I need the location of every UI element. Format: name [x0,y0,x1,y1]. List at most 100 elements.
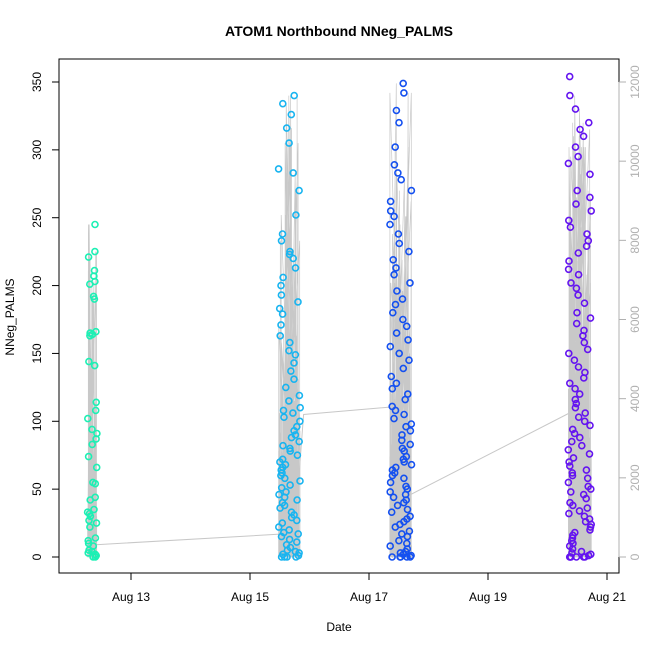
data-point [282,540,291,549]
data-point [583,345,592,354]
data-point [586,550,595,559]
data-point [290,91,299,100]
data-point [575,433,584,442]
data-point [579,132,588,141]
data-point [285,338,294,347]
data-point [565,257,573,265]
data-point [399,79,408,88]
data-point [386,342,395,351]
data-point [282,488,290,496]
data-point [275,304,284,313]
data-point [569,454,578,462]
data-point [92,398,100,407]
data-point [572,319,581,328]
data-point [88,440,96,449]
data-point [568,469,577,477]
data-point [85,516,93,525]
data-point [584,482,593,491]
data-point [92,519,101,527]
data-point [395,349,404,358]
data-point [405,247,413,256]
y-tick-label: 350 [30,72,44,92]
data-point [278,99,287,108]
y-tick-label: 200 [30,275,44,295]
data-point [291,350,300,359]
data-point [406,426,415,435]
data-point [277,237,286,245]
data-point [91,247,99,256]
data-point [291,264,300,272]
data-point [407,460,416,469]
data-point [566,223,575,231]
data-point [570,356,579,365]
data-point [577,547,586,556]
data-point [287,110,296,119]
data-point [281,383,290,392]
data-point [579,490,588,499]
plot-frame [58,58,620,574]
data-point [406,512,414,521]
data-point [91,406,100,415]
y-tick-label: 150 [30,343,44,363]
data-point [285,397,293,405]
data-point [91,220,99,229]
data-point [391,143,400,151]
data-point [279,550,287,559]
data-point [394,230,403,238]
data-point [386,197,395,206]
y-tick-label: 100 [30,411,44,431]
data-point [586,193,594,202]
data-point [400,474,408,483]
data-point [581,368,589,377]
data-point [574,152,582,161]
data-point [398,295,407,303]
data-point [399,364,408,373]
data-point [406,279,414,287]
data-point [403,390,412,398]
data-point [564,478,573,487]
data-point [564,159,573,168]
data-point [397,175,406,184]
data-point [580,512,589,521]
data-point [575,507,584,515]
data-point [583,504,592,512]
data-point [88,425,96,434]
y2-tick-label: 2000 [628,464,642,491]
data-point [390,161,399,169]
data-point [291,547,300,556]
data-point [279,273,287,282]
data-point [570,429,579,438]
data-point [292,422,301,431]
data-point [278,519,287,527]
data-point [296,417,304,426]
data-point [92,327,100,336]
data-point [392,379,401,388]
data-point [405,527,414,536]
data-point [566,488,575,496]
data-point [391,463,400,472]
data-point [90,266,99,275]
data-point [387,508,396,517]
data-point [386,220,394,229]
data-point [584,118,593,127]
data-point [402,482,410,491]
data-point [290,359,298,367]
data-point [292,538,301,546]
data-point [274,165,283,173]
data-point [293,496,301,504]
data-point [278,310,287,318]
data-point [286,247,294,256]
data-point [564,265,573,274]
data-point [566,91,574,100]
data-point [572,399,581,408]
data-point [293,451,302,460]
data-point [291,431,300,439]
data-point [571,395,580,404]
data-point [285,250,294,259]
data-point [282,124,291,132]
data-point [392,329,401,337]
data-point [386,542,395,550]
data-point [275,490,283,499]
data-point [389,493,398,502]
data-point [583,474,592,483]
